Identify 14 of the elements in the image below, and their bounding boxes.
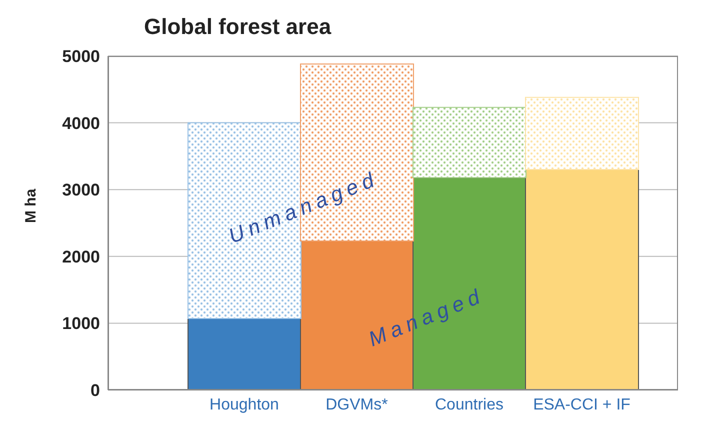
y-axis-title: M ha bbox=[22, 188, 40, 223]
x-tick-label: Houghton bbox=[210, 396, 279, 414]
y-tick-label: 3000 bbox=[62, 180, 100, 200]
bar bbox=[525, 96, 639, 170]
y-tick-label: 4000 bbox=[62, 114, 100, 133]
bar bbox=[412, 106, 526, 178]
x-tick-label: ESA-CCI + IF bbox=[533, 396, 631, 414]
chart-title: Global forest area bbox=[144, 14, 332, 40]
y-tick-label: 2000 bbox=[62, 247, 100, 266]
y-tick-label: 5000 bbox=[62, 47, 100, 66]
y-tick-label: 0 bbox=[90, 381, 100, 400]
x-tick-label: DGVMs* bbox=[326, 396, 388, 414]
x-tick-label: Countries bbox=[435, 396, 504, 414]
y-tick-label: 1000 bbox=[62, 314, 100, 334]
